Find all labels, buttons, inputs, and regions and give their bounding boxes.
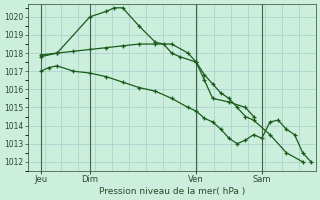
X-axis label: Pression niveau de la mer( hPa ): Pression niveau de la mer( hPa ) (99, 187, 245, 196)
